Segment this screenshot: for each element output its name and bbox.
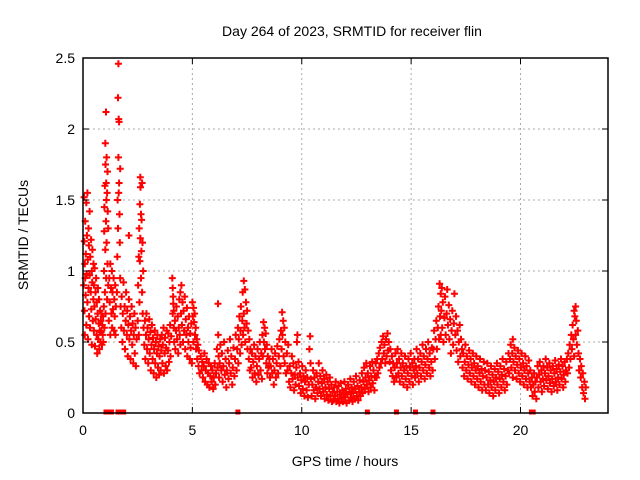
chart-title: Day 264 of 2023, SRMTID for receiver fli… <box>222 23 482 39</box>
flag-square <box>413 409 418 415</box>
x-axis-label: GPS time / hours <box>292 453 399 469</box>
x-tick-label: 10 <box>294 422 310 438</box>
y-axis-label: SRMTID / TECUs <box>15 180 31 290</box>
scatter-points-path <box>80 60 590 407</box>
flag-square <box>530 409 536 415</box>
plot-border <box>82 57 609 414</box>
x-tick-label: 5 <box>188 422 196 438</box>
flag-square <box>105 409 111 415</box>
flag-square <box>364 409 370 415</box>
flag-square <box>393 409 399 415</box>
y-tick-label: 2 <box>67 121 75 137</box>
y-tick-label: 0 <box>67 405 75 421</box>
flag-square <box>430 409 436 415</box>
y-tick-label: 1 <box>67 263 75 279</box>
y-tick-label: 1.5 <box>56 192 76 208</box>
y-tick-label: 0.5 <box>56 334 76 350</box>
x-tick-label: 0 <box>79 422 87 438</box>
flag-square <box>108 409 114 415</box>
axis-tick-labels: 0 5 10 15 20 0 0.5 1 1.5 2 2.5 <box>56 50 529 438</box>
y-tick-label: 2.5 <box>56 50 76 66</box>
baseline-flag-markers <box>103 409 536 415</box>
flag-square <box>235 409 241 415</box>
x-tick-label: 15 <box>403 422 419 438</box>
x-tick-label: 20 <box>513 422 529 438</box>
flag-square <box>117 409 123 415</box>
axis-ticks <box>82 57 608 414</box>
data-points <box>80 60 590 407</box>
flag-square <box>121 409 127 415</box>
